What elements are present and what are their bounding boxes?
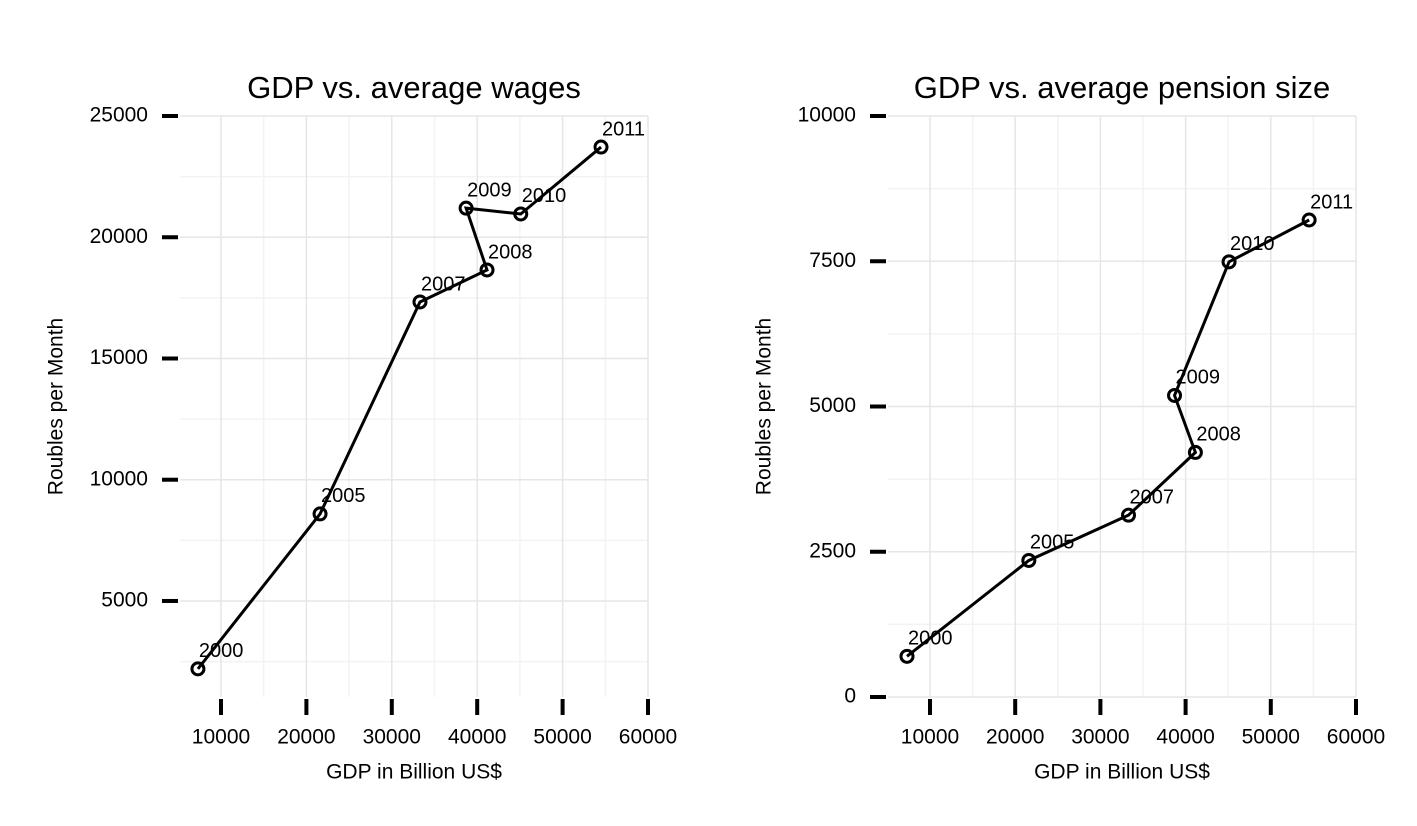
point — [1187, 444, 1203, 460]
series-line — [906, 218, 1310, 658]
point-label: 2009 — [467, 179, 512, 201]
point — [312, 506, 328, 522]
chart-title: GDP vs. average wages — [247, 70, 581, 105]
point — [479, 262, 495, 278]
y-axis-label: Roubles per Month — [45, 318, 68, 495]
y-tick-label: 10000 — [90, 467, 148, 490]
point — [1301, 212, 1317, 228]
x-tick-label: 10000 — [192, 726, 250, 749]
point — [458, 200, 474, 216]
point — [1221, 254, 1237, 270]
point — [1121, 507, 1137, 523]
point-label: 2005 — [1030, 532, 1075, 554]
y-tick-label: 5000 — [809, 394, 856, 417]
point — [899, 648, 915, 664]
point-label: 2009 — [1176, 367, 1221, 389]
x-axis-label: GDP in Billion US$ — [1034, 761, 1210, 784]
chart-title: GDP vs. average pension size — [914, 70, 1330, 105]
y-tick-label: 5000 — [101, 589, 148, 612]
point-label: 2011 — [602, 118, 645, 140]
point-label: 2007 — [421, 273, 466, 295]
point — [1167, 387, 1183, 403]
point-label: 2000 — [908, 628, 953, 650]
x-tick-label: 20000 — [986, 726, 1044, 749]
point — [190, 661, 206, 677]
point — [412, 294, 428, 310]
point — [1021, 552, 1037, 568]
point-label: 2008 — [1196, 424, 1241, 446]
y-tick-label: 15000 — [90, 346, 148, 369]
x-tick-label: 30000 — [363, 726, 421, 749]
x-axis-label: GDP in Billion US$ — [326, 761, 502, 784]
y-axis-label: Roubles per Month — [753, 318, 776, 495]
series-line — [196, 145, 602, 670]
point-label: 2008 — [488, 241, 533, 263]
point-label: 2011 — [1310, 191, 1353, 213]
point — [513, 206, 529, 222]
point-label: 2007 — [1130, 486, 1175, 508]
y-tick-label: 2500 — [809, 539, 856, 562]
x-tick-label: 40000 — [448, 726, 506, 749]
y-tick-label: 20000 — [90, 225, 148, 248]
x-tick-label: 50000 — [1242, 726, 1300, 749]
point-label: 2005 — [321, 485, 366, 507]
x-tick-label: 40000 — [1156, 726, 1214, 749]
y-tick-label: 0 — [844, 685, 856, 708]
y-tick-label: 7500 — [809, 249, 856, 272]
y-tick-label: 25000 — [90, 104, 148, 127]
x-tick-label: 60000 — [619, 726, 677, 749]
point — [593, 139, 609, 155]
point-label: 2010 — [1230, 233, 1275, 255]
point-label: 2000 — [199, 640, 244, 662]
x-tick-label: 60000 — [1327, 726, 1385, 749]
x-tick-label: 20000 — [277, 726, 335, 749]
x-tick-label: 30000 — [1071, 726, 1129, 749]
point-label: 2010 — [522, 185, 567, 207]
x-tick-label: 10000 — [901, 726, 959, 749]
x-tick-label: 50000 — [533, 726, 591, 749]
y-tick-label: 10000 — [798, 104, 856, 127]
